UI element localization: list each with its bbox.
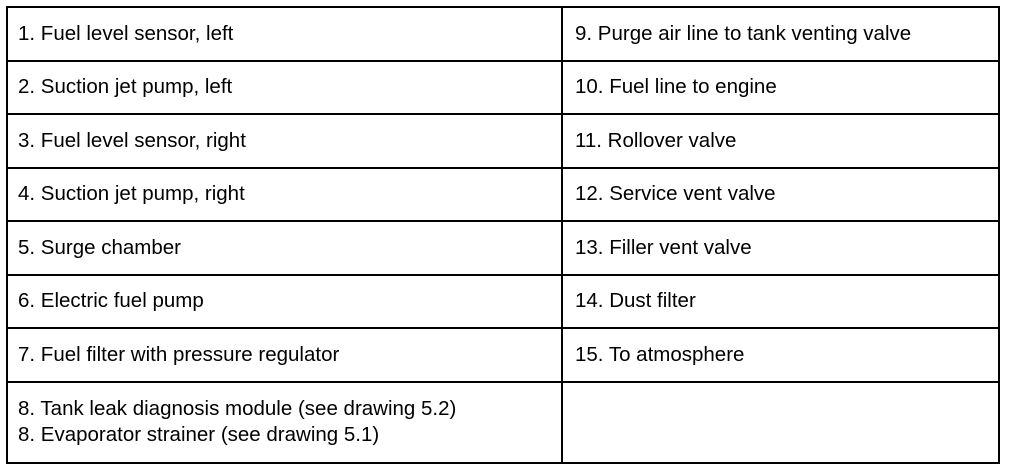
legend-item: 10. Fuel line to engine — [561, 59, 1000, 115]
table-row: 3. Fuel level sensor, right 11. Rollover… — [6, 113, 1000, 169]
legend-item-multiline: 8. Tank leak diagnosis module (see drawi… — [6, 380, 563, 464]
legend-item: 6. Electric fuel pump — [6, 273, 563, 329]
table-row: 4. Suction jet pump, right 12. Service v… — [6, 166, 1000, 222]
parts-legend-table: 1. Fuel level sensor, left 9. Purge air … — [6, 6, 1000, 464]
legend-item: 9. Purge air line to tank venting valve — [561, 6, 1000, 62]
legend-item: 5. Surge chamber — [6, 220, 563, 276]
legend-item: 11. Rollover valve — [561, 113, 1000, 169]
empty-cell — [561, 380, 1000, 464]
table-row: 7. Fuel filter with pressure regulator 1… — [6, 327, 1000, 383]
legend-item: 12. Service vent valve — [561, 166, 1000, 222]
legend-item: 2. Suction jet pump, left — [6, 59, 563, 115]
legend-item: 13. Filler vent valve — [561, 220, 1000, 276]
legend-item: 1. Fuel level sensor, left — [6, 6, 563, 62]
legend-item-line: 8. Tank leak diagnosis module (see drawi… — [18, 397, 457, 420]
table-row: 5. Surge chamber 13. Filler vent valve — [6, 220, 1000, 276]
table-row: 2. Suction jet pump, left 10. Fuel line … — [6, 59, 1000, 115]
legend-item-line: 8. Evaporator strainer (see drawing 5.1) — [18, 423, 380, 446]
legend-item: 3. Fuel level sensor, right — [6, 113, 563, 169]
legend-item: 14. Dust filter — [561, 273, 1000, 329]
table-row: 1. Fuel level sensor, left 9. Purge air … — [6, 6, 1000, 62]
table-row: 6. Electric fuel pump 14. Dust filter — [6, 273, 1000, 329]
legend-item: 4. Suction jet pump, right — [6, 166, 563, 222]
legend-item: 7. Fuel filter with pressure regulator — [6, 327, 563, 383]
legend-item: 15. To atmosphere — [561, 327, 1000, 383]
table-row: 8. Tank leak diagnosis module (see drawi… — [6, 380, 1000, 464]
